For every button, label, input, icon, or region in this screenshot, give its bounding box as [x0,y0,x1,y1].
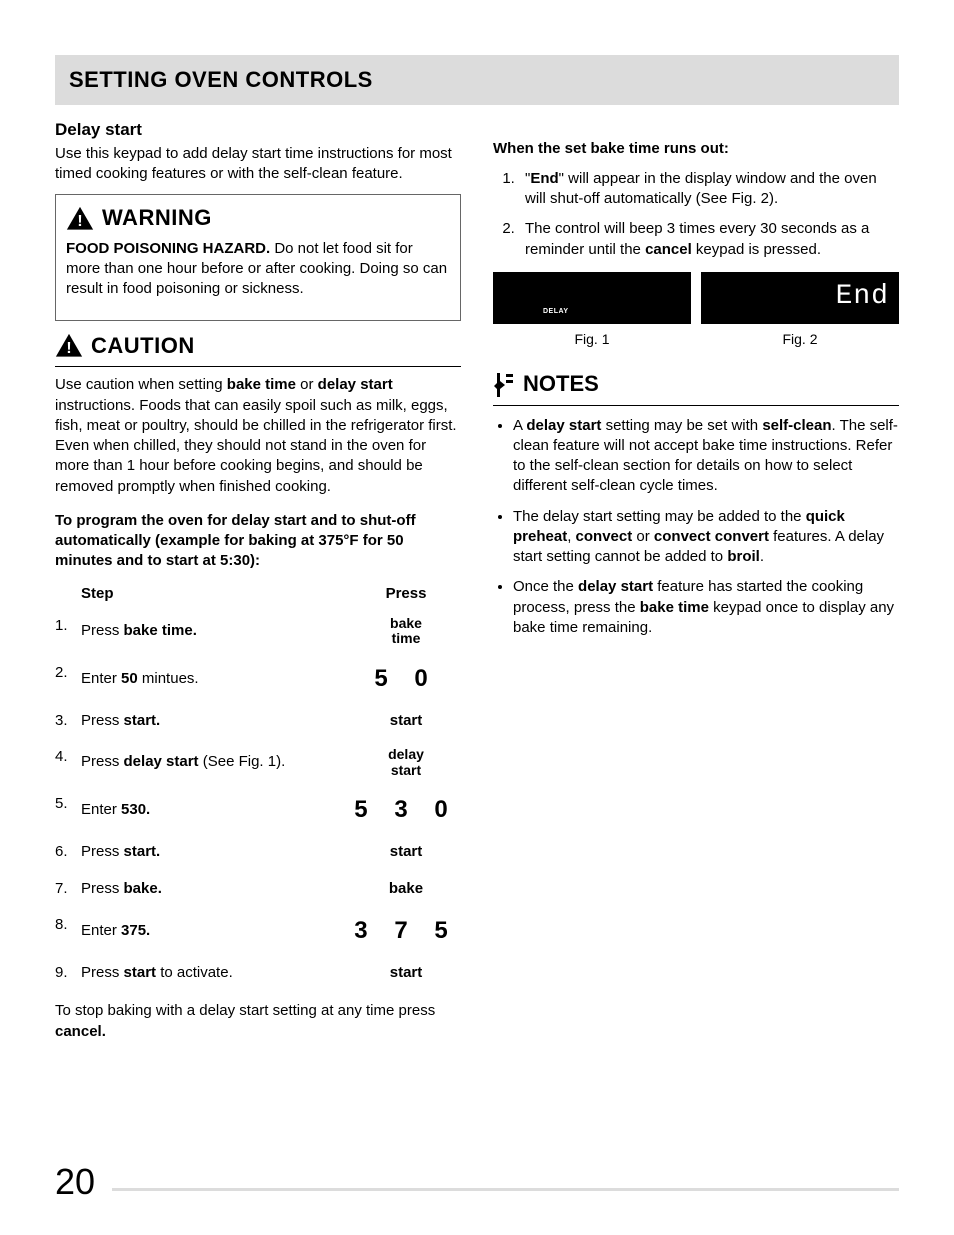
figure-2: End Fig. 2 [701,272,899,349]
section-title-bar: SETTING OVEN CONTROLS [55,55,899,105]
table-row: 1.Press bake time.baketime [55,608,461,655]
press-cell: start [351,955,461,991]
step-number: 8. [55,907,81,955]
col-press: Press [351,580,461,608]
table-row: 9.Press start to activate.start [55,955,461,991]
notes-list: A delay start setting may be set with se… [493,416,899,639]
warning-title: WARNING [102,203,212,233]
section-title: SETTING OVEN CONTROLS [69,65,885,95]
caution-icon: ! [55,333,83,357]
notes-heading: NOTES [493,369,899,406]
runout-heading: When the set bake time runs out: [493,139,899,159]
step-number: 7. [55,871,81,907]
press-cell: baketime [351,608,461,655]
press-cell: start [351,703,461,739]
page-number: 20 [55,1158,95,1207]
notes-icon [493,371,515,397]
table-row: 8.Enter 375.3 7 5 [55,907,461,955]
fig1-caption: Fig. 1 [493,330,691,349]
step-number: 5. [55,786,81,834]
caution-b1: bake time [227,376,296,393]
step-number: 3. [55,703,81,739]
two-column-layout: Delay start Use this keypad to add delay… [55,119,899,1052]
caution-block: ! CAUTION Use caution when setting bake … [55,331,461,497]
step-text: Press start. [81,703,351,739]
footer-rule [112,1188,899,1191]
fig2-end-text: End [836,278,889,316]
delay-start-intro: Use this keypad to add delay start time … [55,144,461,185]
fig1-delay-label: DELAY [543,307,569,316]
runout-list: "End" will appear in the display window … [493,169,899,260]
cancel-b: cancel. [55,1023,106,1040]
fig2-display: End [701,272,899,324]
press-cell: 5 3 0 [351,786,461,834]
table-row: 2.Enter 50 mintues.5 0 [55,655,461,703]
table-header-row: Step Press [55,580,461,608]
warning-icon: ! [66,206,94,230]
list-item: Once the delay start feature has started… [513,577,899,638]
step-text: Enter 530. [81,786,351,834]
step-text: Press start to activate. [81,955,351,991]
svg-text:!: ! [77,213,82,230]
program-instructions: To program the oven for delay start and … [55,511,461,572]
caution-b2: delay start [318,376,393,393]
fig2-caption: Fig. 2 [701,330,899,349]
step-text: Press bake. [81,871,351,907]
warning-body: FOOD POISONING HAZARD. Do not let food s… [66,239,450,300]
cancel-pre: To stop baking with a delay start settin… [55,1002,435,1019]
step-text: Enter 375. [81,907,351,955]
step-text: Press bake time. [81,608,351,655]
press-cell: 3 7 5 [351,907,461,955]
list-item: The delay start setting may be added to … [513,507,899,568]
step-number: 2. [55,655,81,703]
table-row: 6.Press start.start [55,834,461,870]
warning-body-bold: FOOD POISONING HAZARD. [66,240,270,257]
left-column: Delay start Use this keypad to add delay… [55,119,461,1052]
press-cell: delaystart [351,739,461,786]
step-number: 4. [55,739,81,786]
caution-heading: ! CAUTION [55,331,461,368]
caution-body: Use caution when setting bake time or de… [55,375,461,497]
table-row: 7.Press bake.bake [55,871,461,907]
step-text: Enter 50 mintues. [81,655,351,703]
figures-row: DELAY Fig. 1 End Fig. 2 [493,272,899,349]
col-blank [55,580,81,608]
list-item: "End" will appear in the display window … [519,169,899,210]
figure-1: DELAY Fig. 1 [493,272,691,349]
caution-post: instructions. Foods that can easily spoi… [55,397,457,495]
press-cell: start [351,834,461,870]
notes-title: NOTES [523,369,599,399]
list-item: A delay start setting may be set with se… [513,416,899,497]
steps-table: Step Press 1.Press bake time.baketime2.E… [55,580,461,992]
table-row: 4.Press delay start (See Fig. 1).delayst… [55,739,461,786]
caution-title: CAUTION [91,331,195,361]
table-row: 3.Press start.start [55,703,461,739]
press-cell: 5 0 [351,655,461,703]
table-row: 5.Enter 530.5 3 0 [55,786,461,834]
col-step: Step [81,580,351,608]
svg-text:!: ! [66,341,71,358]
press-cell: bake [351,871,461,907]
delay-start-subhead: Delay start [55,119,461,142]
right-column: When the set bake time runs out: "End" w… [493,119,899,1052]
caution-mid1: or [296,376,318,393]
step-number: 6. [55,834,81,870]
step-number: 1. [55,608,81,655]
cancel-note: To stop baking with a delay start settin… [55,1001,461,1042]
step-number: 9. [55,955,81,991]
step-text: Press delay start (See Fig. 1). [81,739,351,786]
list-item: The control will beep 3 times every 30 s… [519,219,899,260]
warning-heading: ! WARNING [66,203,450,233]
fig1-display: DELAY [493,272,691,324]
step-text: Press start. [81,834,351,870]
warning-box: ! WARNING FOOD POISONING HAZARD. Do not … [55,194,461,320]
caution-pre: Use caution when setting [55,376,227,393]
page: SETTING OVEN CONTROLS Delay start Use th… [0,0,954,1235]
